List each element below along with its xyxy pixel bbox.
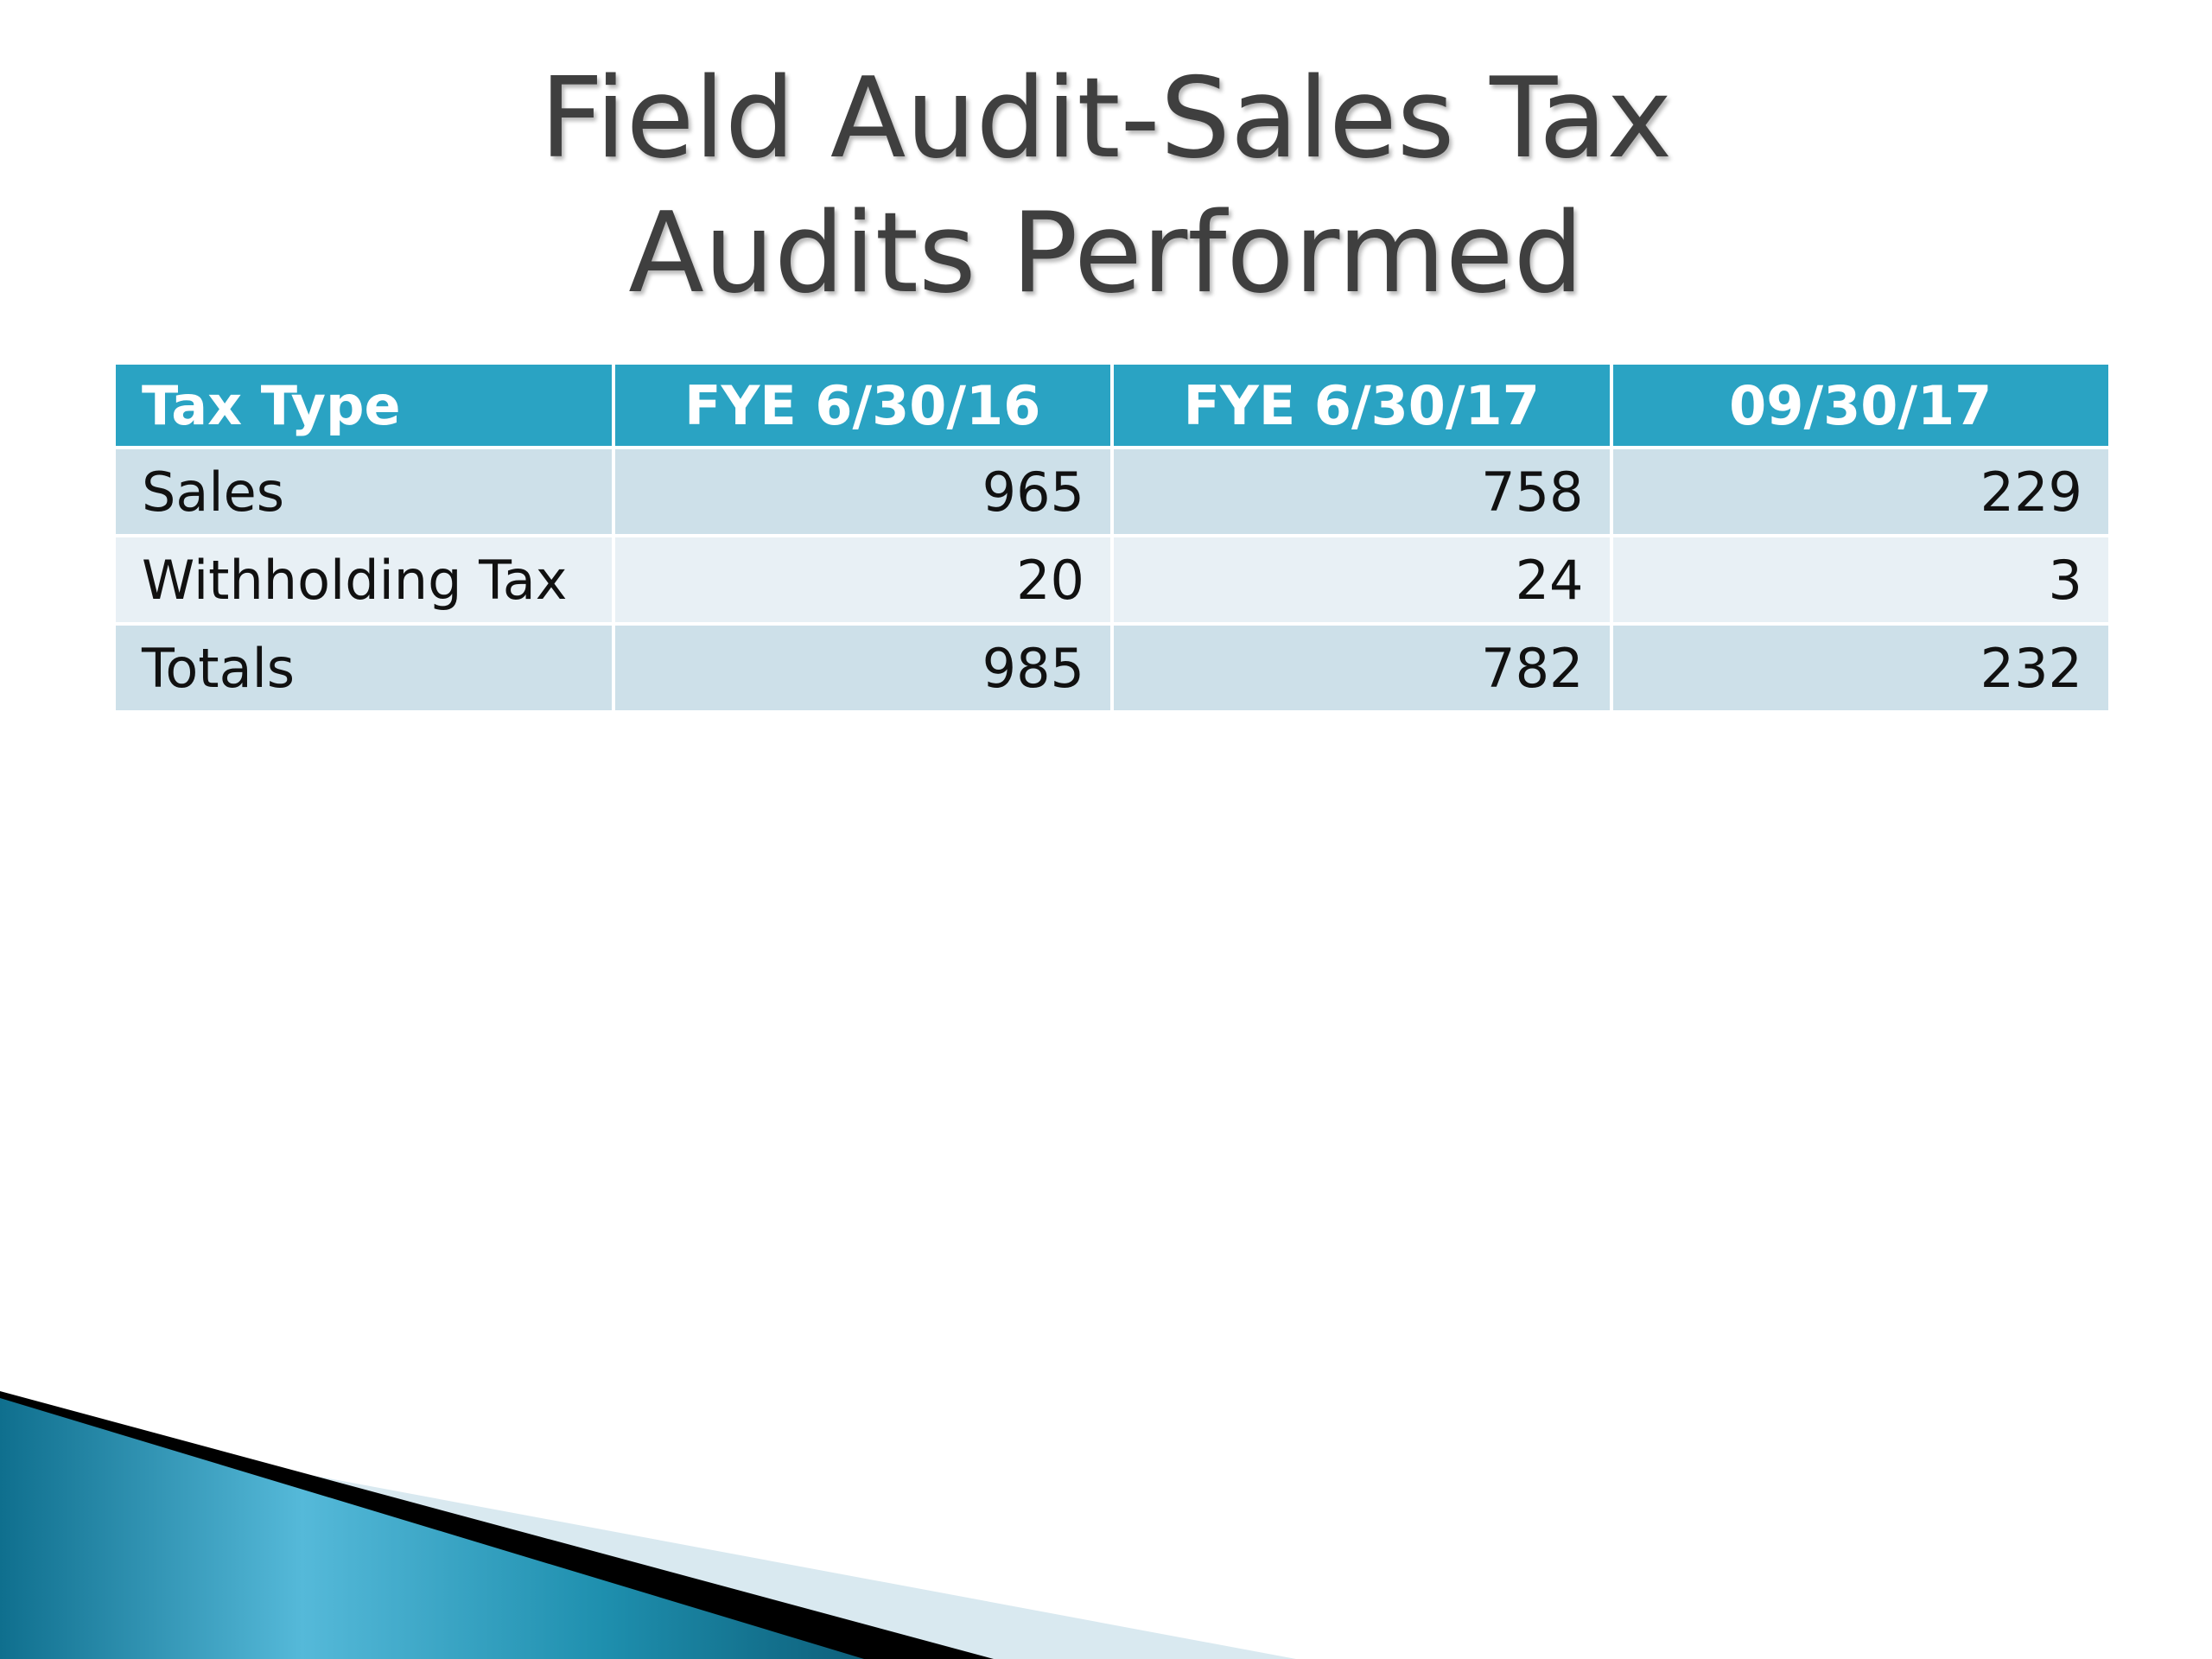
table-header-row: Tax Type FYE 6/30/16 FYE 6/30/17 09/30/1… [112,361,2112,449]
title-line-2: Audits Performed [628,189,1584,318]
table-row-totals: Totals 985 782 232 [112,622,2112,714]
table-cell: 782 [1110,622,1613,714]
header-q1-2018: 09/30/17 [1609,361,2112,449]
teal-band-shape [0,1398,864,1659]
table-cell: 758 [1110,446,1613,537]
table-cell: 20 [611,534,1114,626]
row-label: Withholding Tax [112,534,615,626]
table-cell: 24 [1110,534,1613,626]
table-cell: 229 [1609,446,2112,537]
table-cell: 985 [611,622,1114,714]
table-cell: 232 [1609,622,2112,714]
header-fye-2017: FYE 6/30/17 [1110,361,1613,449]
table-cell: 3 [1609,534,2112,626]
row-label: Totals [112,622,615,714]
audits-table: Tax Type FYE 6/30/16 FYE 6/30/17 09/30/1… [112,361,2112,714]
table-row-sales: Sales 965 758 229 [112,446,2112,537]
table-cell: 965 [611,446,1114,537]
header-tax-type: Tax Type [112,361,615,449]
title-line-1: Field Audit-Sales Tax [539,54,1673,183]
header-fye-2016: FYE 6/30/16 [611,361,1114,449]
row-label: Sales [112,446,615,537]
slide-title: Field Audit-Sales Tax Audits Performed [0,52,2212,321]
table-row-withholding: Withholding Tax 20 24 3 [112,534,2112,626]
